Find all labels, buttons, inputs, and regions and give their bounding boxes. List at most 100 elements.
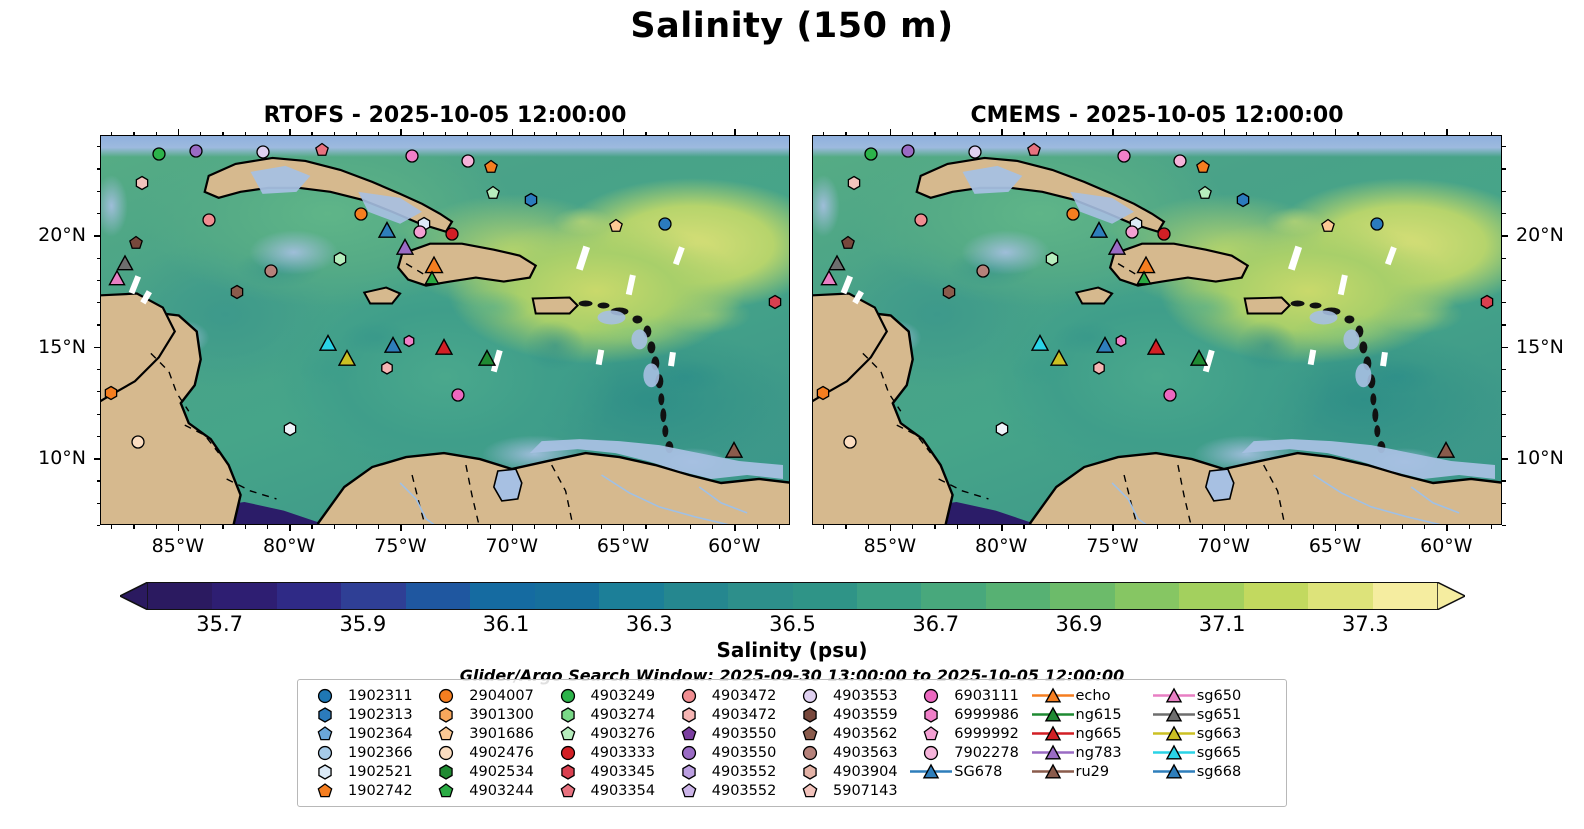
map-marker-3901686[interactable] bbox=[609, 218, 624, 232]
legend-item-4903472[interactable]: 4903472 bbox=[672, 705, 793, 724]
map-marker-4903333[interactable] bbox=[445, 226, 459, 241]
map-marker-6903111[interactable] bbox=[404, 148, 419, 163]
map-marker-1902311[interactable] bbox=[658, 217, 672, 231]
legend-item-ng615[interactable]: ng615 bbox=[1031, 705, 1157, 724]
map-marker-4902476[interactable] bbox=[130, 435, 145, 449]
legend-item-4903552[interactable]: 4903552 bbox=[672, 781, 793, 800]
map-marker-4903552[interactable] bbox=[913, 213, 928, 227]
legend-item-ng665[interactable]: ng665 bbox=[1031, 724, 1157, 743]
map-marker-ng665[interactable] bbox=[1146, 337, 1166, 355]
map-marker-7902278[interactable] bbox=[1173, 154, 1187, 168]
map-marker-6999986[interactable] bbox=[1116, 334, 1127, 348]
map-marker-ng615[interactable] bbox=[1136, 270, 1152, 285]
map-marker-6999992[interactable] bbox=[1124, 224, 1139, 239]
legend-item-4903904[interactable]: 4903904 bbox=[793, 762, 914, 781]
legend-item-4903562[interactable]: 4903562 bbox=[793, 724, 914, 743]
map-marker-ng783[interactable] bbox=[1108, 238, 1127, 256]
map-marker-3901300[interactable] bbox=[816, 386, 830, 401]
map-marker-6903111[interactable] bbox=[1116, 148, 1131, 163]
map-marker-ng783[interactable] bbox=[396, 238, 415, 256]
legend-item-4903244[interactable]: 4903244 bbox=[429, 781, 550, 800]
map-marker-4903249[interactable] bbox=[863, 146, 878, 161]
map-marker-4903345[interactable] bbox=[1480, 294, 1494, 310]
map-marker-4903274[interactable] bbox=[1046, 251, 1059, 267]
map-marker-4903904[interactable] bbox=[135, 175, 148, 191]
map-marker-1902313[interactable] bbox=[524, 193, 538, 208]
legend-item-4903550[interactable]: 4903550 bbox=[672, 724, 793, 743]
legend-item-1902364[interactable]: 1902364 bbox=[308, 724, 429, 743]
map-marker-1902366[interactable] bbox=[283, 421, 297, 436]
map-marker-6999992[interactable] bbox=[412, 224, 427, 239]
map-marker-1902366[interactable] bbox=[995, 421, 1009, 436]
legend-item-4903276[interactable]: 4903276 bbox=[551, 724, 672, 743]
legend-item-3901300[interactable]: 3901300 bbox=[429, 705, 550, 724]
legend-item-4903563[interactable]: 4903563 bbox=[793, 743, 914, 762]
map-marker-1902311[interactable] bbox=[1370, 217, 1384, 231]
legend-item-4902476[interactable]: 4902476 bbox=[429, 743, 550, 762]
map-marker-echo[interactable] bbox=[1136, 255, 1156, 274]
legend-item-sg651[interactable]: sg651 bbox=[1152, 705, 1278, 724]
legend-item-4903552[interactable]: 4903552 bbox=[672, 762, 793, 781]
legend-item-4903472[interactable]: 4903472 bbox=[672, 686, 793, 705]
legend-item-4903559[interactable]: 4903559 bbox=[793, 705, 914, 724]
map-marker-ng665[interactable] bbox=[434, 337, 454, 355]
map-marker-ru29b[interactable] bbox=[725, 440, 744, 458]
map-marker-sg651[interactable] bbox=[827, 254, 846, 271]
map-marker-6999986b[interactable] bbox=[1163, 388, 1177, 402]
legend-item-SG678[interactable]: SG678 bbox=[910, 762, 1035, 781]
legend-item-sg663[interactable]: sg663 bbox=[1152, 724, 1278, 743]
map-frame-rtofs[interactable] bbox=[100, 135, 790, 525]
map-marker-3901300[interactable] bbox=[104, 386, 118, 401]
legend-item-1902366[interactable]: 1902366 bbox=[308, 743, 429, 762]
map-marker-4903274[interactable] bbox=[334, 251, 347, 267]
map-marker-4903563[interactable] bbox=[264, 263, 279, 278]
map-marker-sg678[interactable] bbox=[1096, 335, 1115, 353]
map-marker-sg668[interactable] bbox=[377, 220, 397, 238]
legend-item-6999986[interactable]: 6999986 bbox=[914, 705, 1035, 724]
legend-item-1902521[interactable]: 1902521 bbox=[308, 762, 429, 781]
legend-item-4903354[interactable]: 4903354 bbox=[551, 781, 672, 800]
map-marker-ru29b[interactable] bbox=[1437, 440, 1456, 458]
map-marker-4903354[interactable] bbox=[315, 142, 330, 156]
map-marker-1902742[interactable] bbox=[1195, 159, 1210, 174]
map-marker-6999986b[interactable] bbox=[451, 388, 465, 402]
legend-item-ru29[interactable]: ru29 bbox=[1031, 762, 1157, 781]
legend-item-echo[interactable]: echo bbox=[1031, 686, 1157, 705]
map-marker-4903333[interactable] bbox=[1157, 226, 1171, 241]
legend-item-4903333[interactable]: 4903333 bbox=[551, 743, 672, 762]
map-marker-4903562[interactable] bbox=[942, 284, 956, 300]
map-marker-4902476[interactable] bbox=[842, 435, 857, 449]
map-marker-4903345[interactable] bbox=[768, 294, 782, 310]
map-marker-4903550[interactable] bbox=[901, 144, 916, 158]
map-marker-sg651[interactable] bbox=[115, 254, 134, 271]
legend-item-4903274[interactable]: 4903274 bbox=[551, 705, 672, 724]
map-marker-4903562[interactable] bbox=[230, 284, 244, 300]
legend-item-sg668[interactable]: sg668 bbox=[1152, 762, 1278, 781]
legend-item-5907143[interactable]: 5907143 bbox=[793, 781, 914, 800]
legend-item-2904007[interactable]: 2904007 bbox=[429, 686, 550, 705]
map-marker-6999986[interactable] bbox=[404, 334, 415, 348]
legend-item-7902278[interactable]: 7902278 bbox=[914, 743, 1035, 762]
map-marker-4903472[interactable] bbox=[381, 361, 393, 375]
map-marker-4903559[interactable] bbox=[128, 235, 143, 250]
map-marker-4903354[interactable] bbox=[1027, 142, 1042, 156]
legend-item-1902313[interactable]: 1902313 bbox=[308, 705, 429, 724]
map-marker-3901686[interactable] bbox=[1321, 218, 1336, 232]
map-marker-4903249[interactable] bbox=[151, 146, 166, 161]
map-marker-sg678[interactable] bbox=[384, 335, 403, 353]
map-marker-4903472[interactable] bbox=[1093, 361, 1105, 375]
legend-item-4903249[interactable]: 4903249 bbox=[551, 686, 672, 705]
map-marker-4903552[interactable] bbox=[201, 213, 216, 227]
map-marker-4903553[interactable] bbox=[968, 144, 982, 159]
legend-item-3901686[interactable]: 3901686 bbox=[429, 724, 550, 743]
legend-item-6903111[interactable]: 6903111 bbox=[914, 686, 1035, 705]
legend-item-4903553[interactable]: 4903553 bbox=[793, 686, 914, 705]
map-marker-4903550[interactable] bbox=[189, 144, 204, 158]
map-marker-4903276[interactable] bbox=[485, 185, 500, 199]
map-marker-ru29[interactable] bbox=[477, 349, 496, 367]
map-marker-sg650[interactable] bbox=[820, 269, 838, 286]
legend-item-1902742[interactable]: 1902742 bbox=[308, 781, 429, 800]
legend-item-4902534[interactable]: 4902534 bbox=[429, 762, 550, 781]
map-frame-cmems[interactable] bbox=[812, 135, 1502, 525]
map-marker-ru29[interactable] bbox=[1189, 349, 1208, 367]
